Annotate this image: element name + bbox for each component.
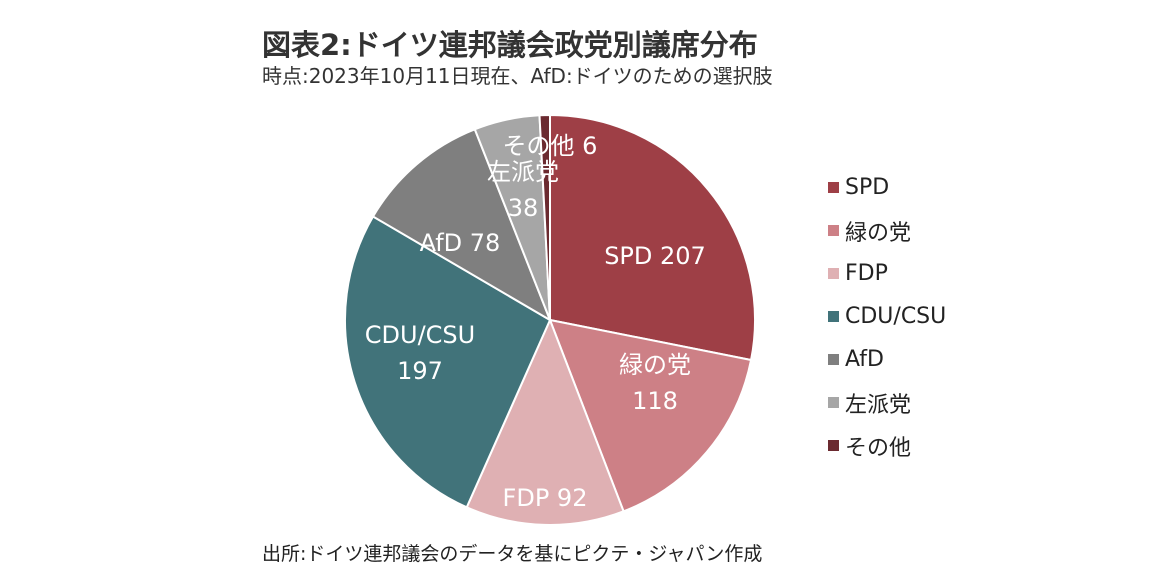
legend-label: FDP bbox=[845, 261, 888, 286]
pie-slice-1 bbox=[549, 113, 756, 362]
data-label-line: 118 bbox=[632, 387, 678, 415]
legend-item: 緑の党 bbox=[828, 209, 946, 252]
data-label-line: CDU/CSU bbox=[365, 321, 475, 349]
legend-label: CDU/CSU bbox=[845, 304, 947, 329]
legend-item: その他 bbox=[828, 424, 946, 467]
data-label: 左派党 38 bbox=[487, 158, 559, 222]
data-label: 緑の党 118 bbox=[619, 351, 691, 415]
legend-swatch bbox=[828, 225, 839, 236]
legend-swatch bbox=[828, 268, 839, 279]
pie-slice-5 bbox=[371, 127, 552, 323]
legend-label: AfD bbox=[845, 347, 884, 372]
data-label: その他 6 bbox=[503, 132, 598, 160]
pie-slice-3 bbox=[465, 317, 625, 526]
data-label-line: 緑の党 bbox=[619, 351, 691, 379]
legend-swatch bbox=[828, 440, 839, 451]
pie-slice-2 bbox=[548, 318, 753, 513]
legend-swatch bbox=[828, 354, 839, 365]
source-note: 出所:ドイツ連邦議会のデータを基にピクテ・ジャパン作成 bbox=[262, 543, 763, 565]
legend-swatch bbox=[828, 397, 839, 408]
legend-label: SPD bbox=[845, 175, 890, 200]
data-label-line: 38 bbox=[508, 194, 539, 222]
data-label-line: その他 6 bbox=[503, 132, 598, 160]
data-label-line: 197 bbox=[397, 357, 443, 385]
legend-item: 左派党 bbox=[828, 381, 946, 424]
data-label-line: SPD 207 bbox=[604, 242, 706, 270]
chart-title: 図表2:ドイツ連邦議会政党別議席分布 bbox=[262, 28, 758, 62]
pie-slice-7 bbox=[538, 113, 551, 321]
pie-slice-4 bbox=[344, 215, 552, 509]
legend-label: その他 bbox=[845, 435, 912, 461]
legend-item: CDU/CSU bbox=[828, 295, 946, 338]
legend-swatch bbox=[828, 182, 839, 193]
legend: SPD 緑の党 FDP CDU/CSU AfD 左派党その他 bbox=[828, 166, 946, 467]
legend-item: SPD bbox=[828, 166, 946, 209]
chart-subtitle: 時点:2023年10月11日現在、AfD:ドイツのための選択肢 bbox=[262, 64, 773, 88]
data-label: AfD 78 bbox=[420, 229, 501, 257]
data-label-line: AfD 78 bbox=[420, 229, 501, 257]
legend-item: AfD bbox=[828, 338, 946, 381]
legend-swatch bbox=[828, 311, 839, 322]
legend-item: FDP bbox=[828, 252, 946, 295]
data-label: FDP 92 bbox=[503, 484, 588, 512]
legend-label: 左派党 bbox=[845, 392, 912, 418]
data-label-line: FDP 92 bbox=[503, 484, 588, 512]
data-label-line: 左派党 bbox=[487, 158, 559, 186]
legend-label: 緑の党 bbox=[845, 220, 912, 246]
data-label: SPD 207 bbox=[604, 242, 706, 270]
data-label: CDU/CSU 197 bbox=[365, 321, 475, 385]
